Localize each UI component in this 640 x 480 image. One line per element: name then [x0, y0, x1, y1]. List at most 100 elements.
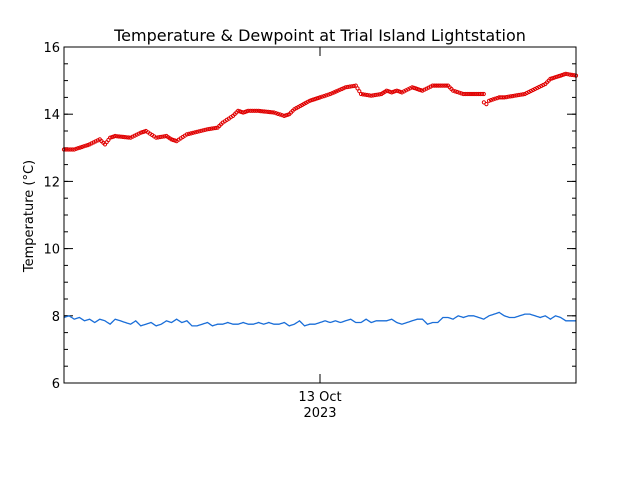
temperature-point [371, 93, 376, 98]
temperature-point [512, 93, 517, 98]
temperature-point [113, 133, 118, 139]
temperature-point [363, 92, 368, 97]
temperature-point [463, 91, 468, 97]
y-tick-label: 8 [52, 310, 60, 325]
temperature-point [85, 143, 90, 148]
temperature-point [506, 94, 511, 99]
temperature-point [250, 108, 255, 113]
temperature-point [246, 108, 251, 113]
temperature-point [453, 89, 458, 94]
temperature-point [93, 139, 98, 144]
temperature-point [481, 91, 486, 97]
temperature-point [504, 95, 509, 100]
temperature-point [408, 86, 413, 91]
y-tick-labels: 6 8 10 12 14 16 [43, 41, 60, 392]
temperature-point [444, 83, 449, 88]
temperature-point [375, 92, 380, 97]
temperature-point [399, 90, 404, 95]
temperature-point [349, 84, 354, 89]
temperature-point [271, 110, 276, 115]
temperature-point [502, 95, 507, 100]
temperature-point [89, 141, 94, 146]
temperature-point [528, 88, 534, 94]
temperature-point [367, 93, 372, 98]
temperature-point [537, 84, 542, 90]
temperature-point [195, 129, 200, 134]
temperature-point [328, 91, 333, 97]
temperature-point [461, 91, 466, 97]
temperature-point [252, 108, 257, 113]
temperature-point [569, 72, 575, 78]
temperature-point [455, 89, 460, 95]
temperature-point [68, 147, 73, 152]
temperature-point [197, 129, 202, 134]
x-tick-label-year: 2023 [303, 406, 336, 421]
temperature-point [514, 93, 519, 98]
temperature-point [124, 135, 129, 140]
series-dewpoint-line [63, 311, 576, 327]
temperature-point [158, 134, 163, 140]
temperature-point [190, 130, 196, 135]
temperature-point [326, 92, 331, 97]
temperature-point [347, 84, 352, 89]
temperature-point [373, 92, 378, 98]
temperature-point [262, 109, 267, 114]
y-tick-label: 10 [43, 243, 60, 258]
temperature-point [266, 109, 271, 115]
temperature-point [77, 145, 83, 150]
temperature-point [115, 134, 120, 139]
temperature-point [188, 131, 194, 136]
temperature-point [275, 111, 281, 117]
temperature-point [269, 110, 275, 115]
temperature-point [468, 91, 474, 97]
series-temperature [61, 71, 579, 152]
temperature-point [365, 92, 370, 98]
temperature-point [278, 112, 283, 117]
temperature-point [70, 147, 75, 152]
plot-frame [63, 46, 577, 384]
temperature-point [472, 91, 477, 97]
temperature-point [442, 83, 447, 88]
temperature-point [457, 90, 462, 95]
temperature-point [324, 93, 329, 98]
temperature-point [254, 108, 259, 113]
temperature-point [495, 96, 500, 101]
temperature-point [209, 126, 214, 131]
temperature-point [488, 98, 494, 103]
y-axis-label: Temperature (°C) [22, 160, 37, 273]
temperature-point [264, 109, 269, 114]
temperature-point [81, 144, 86, 149]
temperature-point [432, 83, 437, 88]
temperature-point [500, 95, 505, 100]
temperature-point [377, 92, 382, 97]
temperature-point [524, 90, 529, 96]
temperature-point [74, 146, 79, 151]
temperature-point [66, 147, 71, 152]
temperature-point [207, 126, 212, 132]
temperature-point [322, 94, 327, 99]
temperature-point [199, 128, 204, 133]
temperature-point [436, 83, 441, 88]
y-tick-label: 6 [52, 377, 60, 392]
temperature-point [256, 108, 261, 113]
temperature-point [258, 109, 263, 114]
temperature-point [360, 92, 366, 97]
temperature-point [510, 94, 515, 99]
temperature-point [470, 91, 476, 97]
temperature-point [563, 71, 568, 77]
y-tick-label: 16 [43, 41, 60, 56]
temperature-point [565, 72, 570, 77]
temperature-point [480, 91, 485, 97]
temperature-point [438, 83, 443, 88]
temperature-point [343, 85, 348, 90]
temperature-point [72, 147, 77, 152]
temperature-point [268, 110, 273, 115]
chart-title: Temperature & Dewpoint at Trial Island L… [113, 26, 526, 45]
temperature-point [317, 95, 323, 100]
temperature-point [459, 91, 464, 96]
temperature-point [434, 83, 439, 88]
temperature-point [76, 146, 81, 151]
temperature-point [162, 134, 167, 139]
temperature-point [422, 87, 427, 92]
